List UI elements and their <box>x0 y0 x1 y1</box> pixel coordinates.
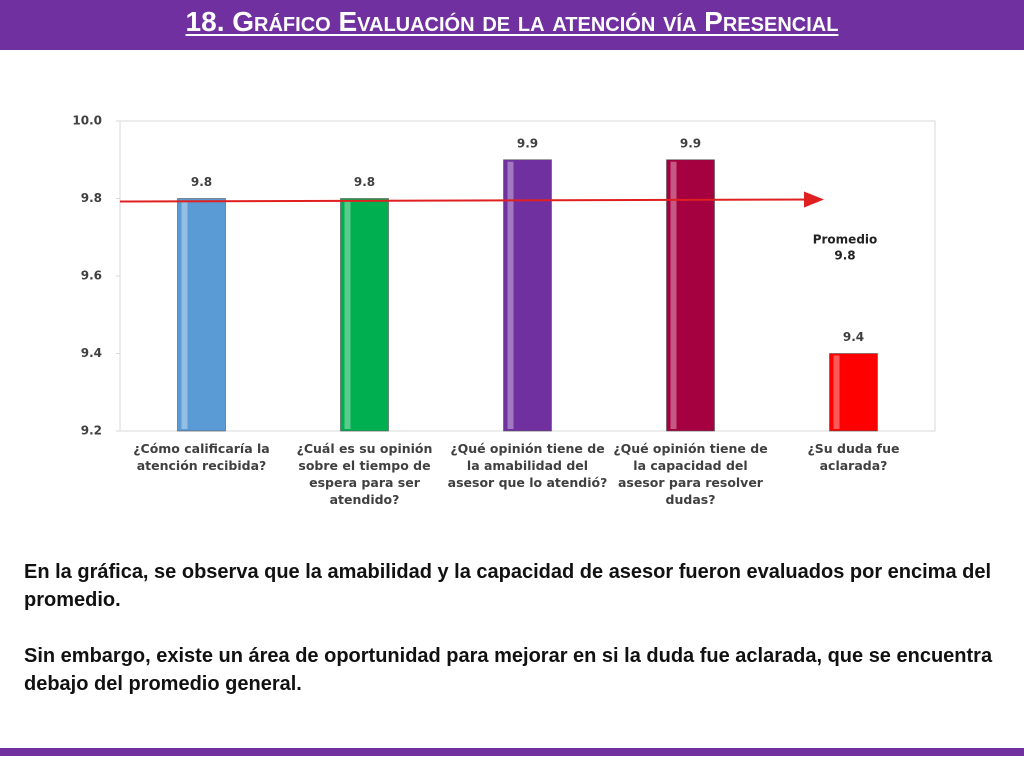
paragraph: En la gráfica, se observa que la amabili… <box>24 561 992 611</box>
bar <box>666 159 715 432</box>
x-tick-label: ¿Qué opinión tiene de la amabilidad del … <box>447 441 608 490</box>
bar-highlight <box>507 161 514 429</box>
body-text: En la gráfica, se observa que la amabili… <box>24 558 1004 726</box>
average-line <box>119 191 824 208</box>
bar-highlight <box>833 355 840 429</box>
y-tick-label: 10.0 <box>72 114 102 128</box>
bar <box>829 353 878 432</box>
bar-highlight <box>344 200 351 429</box>
bar <box>503 159 552 432</box>
y-tick-label: 9.8 <box>81 191 102 205</box>
y-tick-label: 9.6 <box>81 269 102 283</box>
bar-highlight <box>181 200 188 429</box>
x-tick-label: ¿Cuál es su opinión sobre el tiempo de e… <box>296 441 433 507</box>
average-label: Promedio <box>813 233 878 247</box>
bottom-bar <box>0 748 1024 756</box>
title-bar <box>0 0 1024 50</box>
y-tick-label: 9.2 <box>81 424 102 438</box>
value-label: 9.9 <box>517 136 538 150</box>
value-label: 9.8 <box>191 175 212 189</box>
value-label: 9.9 <box>680 136 701 150</box>
paragraph: Sin embargo, existe un área de oportunid… <box>24 645 993 695</box>
value-label: 9.4 <box>843 330 864 344</box>
x-tick-label: ¿Su duda fue aclarada? <box>807 441 900 473</box>
x-tick-label: ¿Cómo calificaría la atención recibida? <box>133 441 270 473</box>
value-label: 9.8 <box>354 175 375 189</box>
chart: 9.2 9.4 9.6 9.8 10.0 9.8 9.8 9.9 9.9 9.4 Promedio 9… <box>72 114 936 438</box>
y-tick-label: 9.4 <box>81 346 102 360</box>
x-tick-label: ¿Qué opinión tiene de la capacidad del a… <box>613 441 768 507</box>
bar <box>340 198 389 432</box>
bar-highlight <box>670 161 677 429</box>
bar <box>177 198 226 432</box>
slide-title: 18. Gráfico Evaluación de la atención ví… <box>185 6 839 37</box>
average-value: 9.8 <box>834 249 855 263</box>
